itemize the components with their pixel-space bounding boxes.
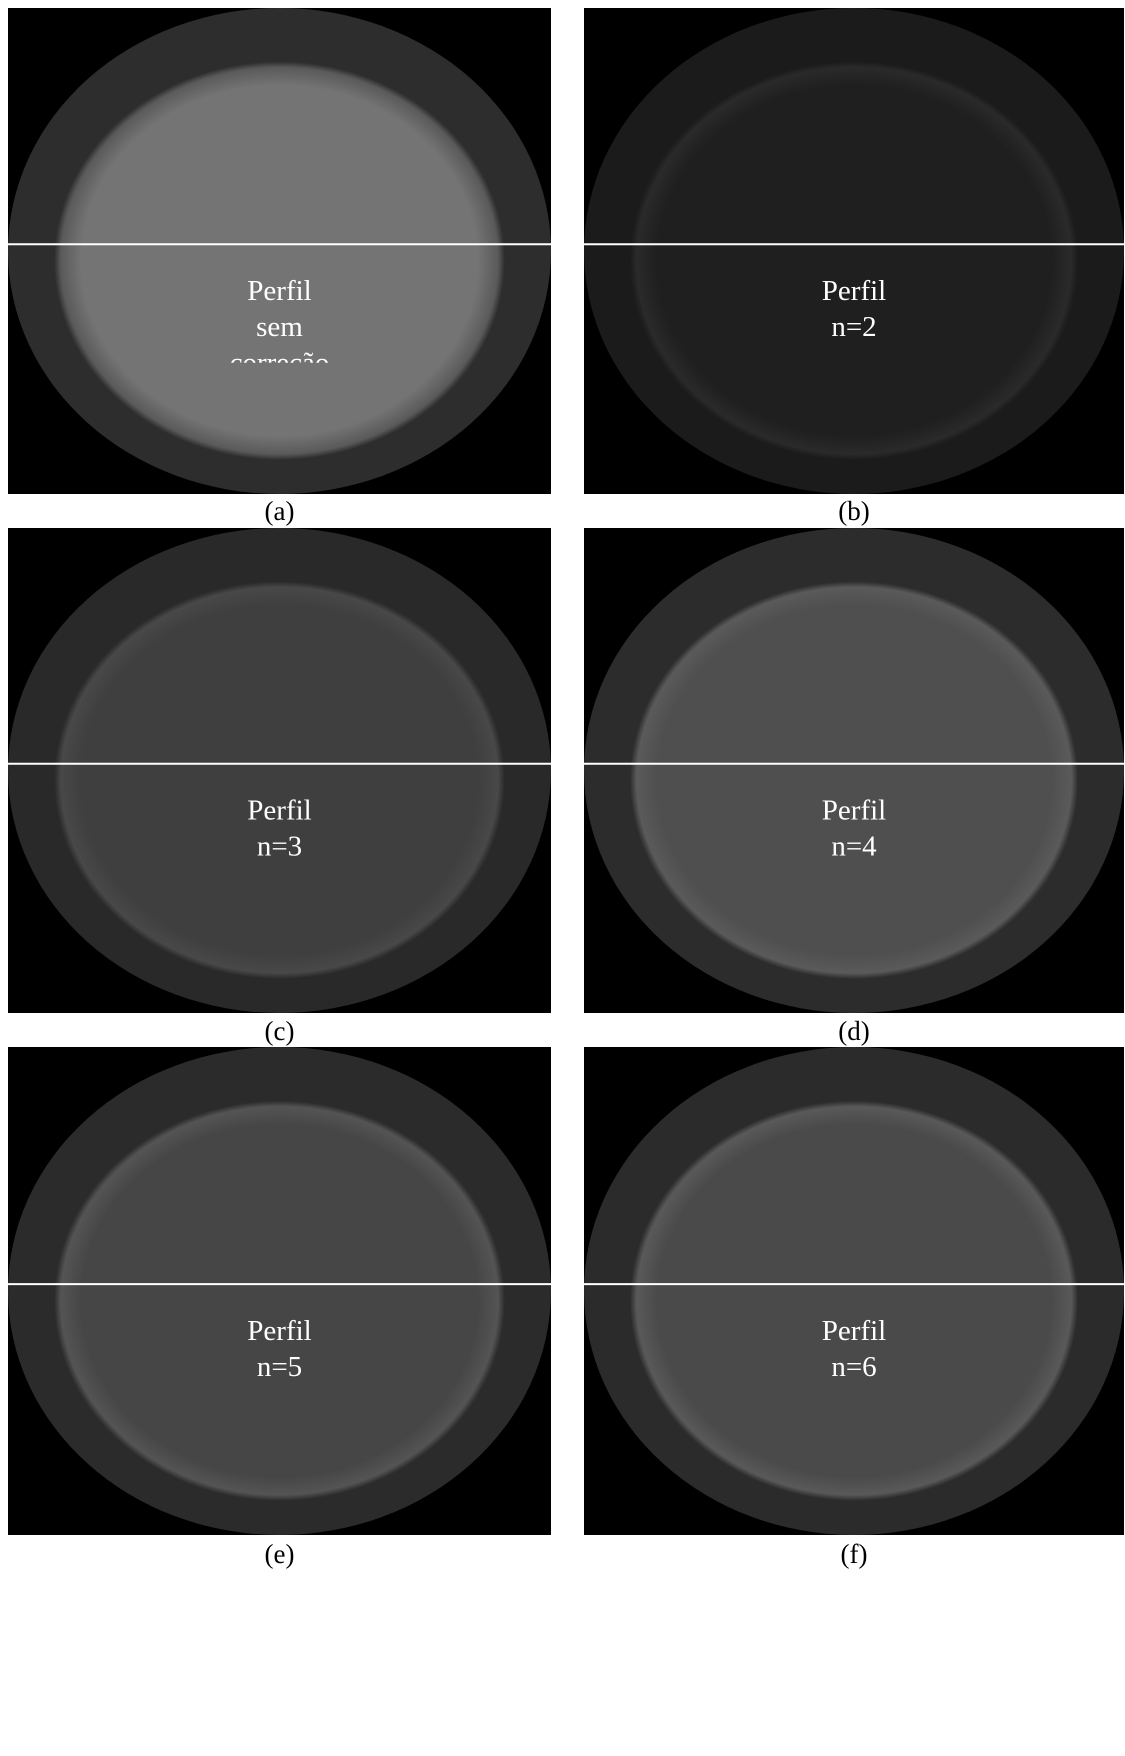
inner-disc: [630, 581, 1078, 979]
panel-caption: (e): [265, 1539, 295, 1569]
inner-disc: [54, 1101, 505, 1501]
inner-disc: [54, 61, 505, 460]
inner-disc: [630, 1101, 1078, 1501]
panel-label: Perfil: [247, 1315, 311, 1347]
panel-label: n=4: [831, 831, 877, 863]
inner-disc: [630, 61, 1078, 460]
panel-label: n=2: [831, 311, 876, 343]
panel-caption: (c): [265, 1016, 295, 1046]
figure: Perfilsemcorreção(a)Perfiln=2(b)Perfiln=…: [0, 0, 1125, 1751]
panel-label: Perfil: [822, 795, 886, 827]
panel: Perfil n=5: [8, 1047, 551, 1535]
panel-caption: (a): [265, 496, 295, 526]
page: Perfilsemcorreção(a)Perfiln=2(b)Perfiln=…: [0, 0, 1125, 1751]
panel: Perfilsemcorreção: [8, 8, 551, 494]
panel-label: Perfil: [247, 795, 311, 827]
panel: Perfil n=3: [8, 528, 551, 1013]
panel-caption: (f): [841, 1539, 868, 1569]
panel-label: Perfil: [822, 1315, 886, 1347]
panel-label: Perfil: [822, 275, 886, 307]
inner-disc: [54, 581, 505, 979]
panel: Perfil n=2: [584, 8, 1124, 494]
panel-label: sem: [256, 311, 303, 343]
panel-label: n=6: [831, 1351, 876, 1383]
panel: Perfil n=4: [584, 528, 1124, 1013]
panel-label: n=5: [257, 1351, 302, 1383]
panel-caption: (b): [838, 496, 869, 526]
panel: Perfil n=6: [584, 1047, 1124, 1535]
panel-label: n=3: [257, 831, 302, 863]
panel-caption: (d): [838, 1016, 869, 1046]
panel-label: Perfil: [247, 275, 311, 307]
